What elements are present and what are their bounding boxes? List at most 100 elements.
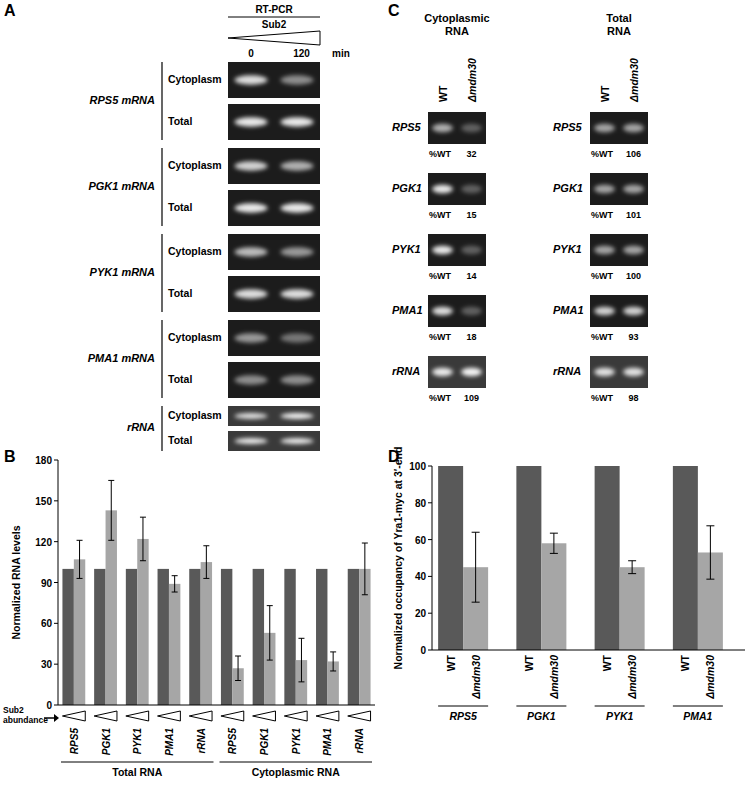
row-label: Cytoplasm [168,409,222,421]
group-rule [61,762,214,763]
x-tick-label: rRNA [196,728,207,754]
error-stem [710,526,711,579]
gel-background [228,148,320,184]
category-rule [595,706,645,707]
panel-label: A [4,2,16,19]
error-bar [628,561,636,574]
gel-band [623,246,644,254]
percent-value: 93 [628,332,638,342]
error-cap [172,592,178,593]
error-cap [472,532,480,533]
error-cap [140,517,146,518]
gel-background [590,356,648,388]
wedge [62,711,85,721]
error-stem [111,480,112,540]
error-cap [362,543,368,544]
gel-band [234,203,267,212]
y-tick [428,539,432,540]
gel-band [280,117,313,126]
wedge [126,711,149,721]
y-tick [428,650,432,651]
percent-value: 100 [626,271,641,281]
row-label: Cytoplasm [168,245,222,257]
percent-label: %WT [429,210,451,220]
y-tick [54,664,58,665]
bar [221,569,232,705]
gene-label: PMA1 mRNA [88,352,155,364]
error-bar [330,652,336,671]
bar [158,569,169,705]
percent-value: 14 [466,271,476,281]
gel-band [234,75,267,84]
wedge [221,711,244,721]
percent-label: %WT [591,210,613,220]
time-label: 0 [248,48,254,59]
bar [316,569,327,705]
gel-background [228,190,320,226]
error-bar [362,543,368,595]
panel-label: B [4,448,16,465]
bar [541,543,566,650]
x-axis [432,650,745,651]
error-cap [77,540,83,541]
error-cap [550,553,558,554]
annotation-line: abundance [3,715,48,725]
y-tick-label: 40 [415,571,427,582]
x-tick-label: PYK1 [132,728,143,755]
y-axis-title: Normalized RNA levels [10,525,22,639]
bar-label: WT [679,654,691,671]
error-bar [77,540,83,578]
error-cap [628,560,636,561]
gene-label: PYK1 [392,243,421,255]
bar [201,562,212,705]
gel-background [228,406,320,426]
gel-band [280,203,313,212]
lane-label: WT [437,85,449,102]
error-stem [301,638,302,682]
error-stem [206,546,207,579]
row-label: Cytoplasm [168,159,222,171]
gel-background [228,104,320,140]
gel-band [234,413,267,419]
gel-background [428,173,486,205]
gel-band [234,289,267,298]
error-cap [203,578,209,579]
bar [253,569,264,705]
gel-title-line: RNA [607,25,631,37]
y-tick-label: 20 [415,608,427,619]
bar [348,569,359,705]
percent-label: %WT [591,332,613,342]
error-cap [140,560,146,561]
method-label: RT-PCR [255,4,293,15]
wedge [158,711,181,721]
bracket [161,234,162,312]
gene-label: PYK1 mRNA [90,266,155,278]
bar [189,569,200,705]
x-tick-label: PMA1 [164,728,175,756]
error-bar [267,606,273,660]
bar [94,569,105,705]
gel-band [234,117,267,126]
wedge [348,711,371,721]
error-bar [550,533,558,553]
gel-background [428,356,486,388]
error-bar [472,532,480,602]
gel-band [280,161,313,170]
error-stem [364,543,365,595]
gel-band [432,124,453,132]
gene-label: PGK1 [553,182,583,194]
gel-background [228,320,320,356]
x-tick-label: rRNA [354,728,365,754]
bracket [161,148,162,226]
percent-value: 98 [628,393,638,403]
bar [516,466,541,650]
percent-label: %WT [591,149,613,159]
row-label: Total [168,373,192,385]
error-cap [267,660,273,661]
gel-background [590,295,648,327]
gel-band [461,124,482,132]
x-tick-label: PGK1 [527,710,556,722]
row-label: Cytoplasm [168,73,222,85]
error-cap [330,651,336,652]
gel-band [234,247,267,256]
